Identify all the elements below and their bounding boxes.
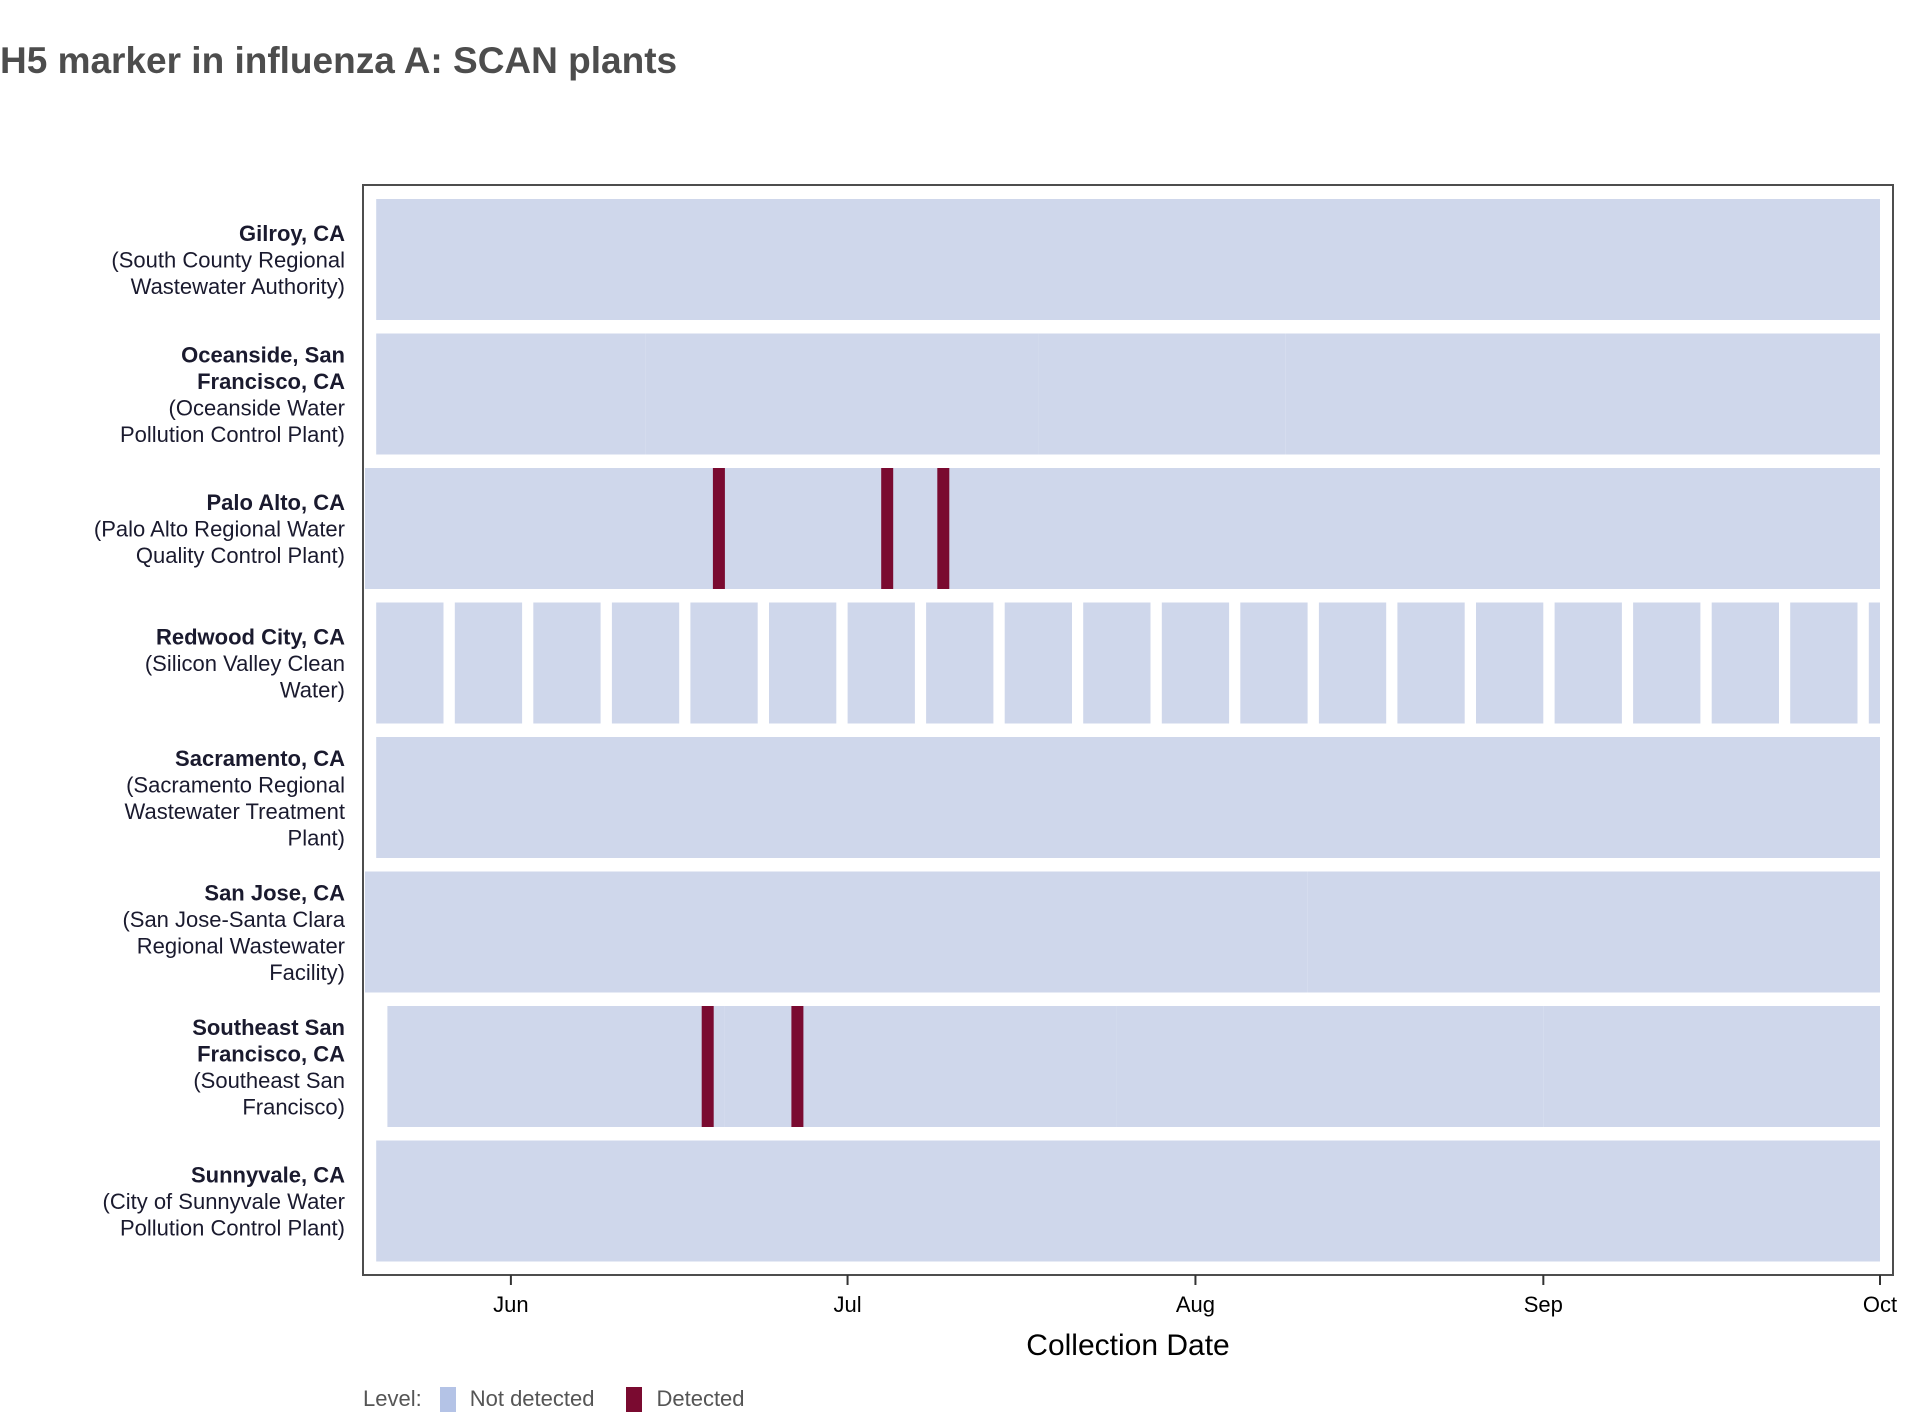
bar-segment-not-detected [1790,602,1858,724]
x-axis: Jun Jul Aug Sep Oct [493,1275,1897,1317]
bar-segment-not-detected [1083,602,1151,724]
bar-segment-not-detected [724,1006,1117,1127]
bar-segment-not-detected [1285,333,1880,455]
bar-segment-not-detected [645,333,1039,455]
chart-title: H5 marker in influenza A: SCAN plants [0,40,678,81]
bar-segment-detected [701,1006,714,1127]
bar-segment-detected [791,1006,804,1127]
legend-label-detected: Detected [656,1386,745,1411]
legend: Level: Not detected Detected [363,1386,759,1412]
row-label-facility: (San Jose-Santa Clara [122,907,345,932]
row-label-facility: (Sacramento Regional [126,772,345,797]
bar-segment-not-detected [926,602,994,724]
row-label-facility: (South County Regional [111,248,345,273]
bar-segment-not-detected [376,1140,1881,1262]
row-label-facility: (Oceanside Water [169,395,345,420]
bar-segment-not-detected [1554,602,1622,724]
legend-label-not-detected: Not detected [469,1386,595,1411]
row-label-facility: Pollution Control Plant) [120,1216,345,1241]
row-label-facility: (City of Sunnyvale Water [103,1189,346,1214]
bar-segment-not-detected [847,602,915,724]
bar-segment-not-detected [454,602,523,724]
bar-segment-not-detected [611,602,680,724]
bar-segment-not-detected [1307,871,1880,993]
row-labels: Gilroy, CA(South County RegionalWastewat… [94,221,346,1241]
row-label-facility: (Silicon Valley Clean [145,651,345,676]
row-label-facility: (Palo Alto Regional Water [94,517,345,542]
row-label-facility: Quality Control Plant) [136,543,345,568]
bar-segment-not-detected [1711,602,1779,724]
row-label-facility: Facility) [269,960,345,985]
row-label-facility: Francisco) [242,1094,345,1119]
row-label-facility: Water) [280,678,345,703]
row-label-facility: Pollution Control Plant) [120,422,345,447]
row-label-facility: Wastewater Treatment [125,799,345,824]
bar-segment-not-detected [1161,602,1230,724]
bar-segment-not-detected [387,1006,725,1127]
bar-segment-not-detected [690,602,758,724]
bar-segment-not-detected [365,871,1308,993]
row-label-facility: Plant) [288,825,345,850]
x-tick-label: Aug [1176,1292,1215,1317]
legend-title: Level: [363,1386,422,1411]
legend-swatch-not-detected [439,1386,456,1412]
row-label-facility: Regional Wastewater [137,933,345,958]
bar-segment-not-detected [376,199,1881,320]
legend-swatch-detected [626,1386,643,1412]
bar-segment-detected [712,468,725,589]
bar-segment-not-detected [533,602,601,724]
x-tick-label: Oct [1863,1292,1897,1317]
bar-segment-not-detected [769,602,837,724]
bar-segment-not-detected [1868,602,1880,724]
row-label-site: Gilroy, CA [239,221,345,246]
plot-panel-border [362,184,1894,1276]
data-bars [365,199,1881,1262]
row-label-site: Francisco, CA [197,369,345,394]
bar-segment-detected [881,468,894,589]
bar-segment-not-detected [1240,602,1308,724]
row-label-site: Sunnyvale, CA [191,1163,345,1188]
bar-segment-detected [937,468,950,589]
bar-segment-not-detected [1543,1006,1880,1127]
x-tick-label: Jul [833,1292,861,1317]
bar-segment-not-detected [1397,602,1465,724]
row-label-site: Southeast San [192,1015,345,1040]
row-label-site: Palo Alto, CA [206,490,345,515]
bar-segment-not-detected [1476,602,1544,724]
x-tick-label: Jun [493,1292,528,1317]
row-label-facility: Wastewater Authority) [131,274,345,299]
bar-segment-not-detected [376,737,1881,858]
bar-segment-not-detected [1116,1006,1544,1127]
row-label-site: Redwood City, CA [156,625,345,650]
row-label-site: Francisco, CA [197,1041,345,1066]
bar-segment-not-detected [365,468,1880,589]
bar-segment-not-detected [1004,602,1072,724]
bar-segment-not-detected [1318,602,1387,724]
row-label-site: San Jose, CA [204,880,345,905]
x-axis-label: Collection Date [1026,1329,1229,1362]
bar-segment-not-detected [376,602,444,724]
bar-segment-not-detected [1038,333,1286,455]
bar-segment-not-detected [376,333,646,455]
bar-segment-not-detected [1633,602,1701,724]
row-label-facility: (Southeast San [193,1068,345,1093]
row-label-site: Oceanside, San [181,342,345,367]
row-label-site: Sacramento, CA [175,746,345,771]
x-tick-label: Sep [1524,1292,1563,1317]
